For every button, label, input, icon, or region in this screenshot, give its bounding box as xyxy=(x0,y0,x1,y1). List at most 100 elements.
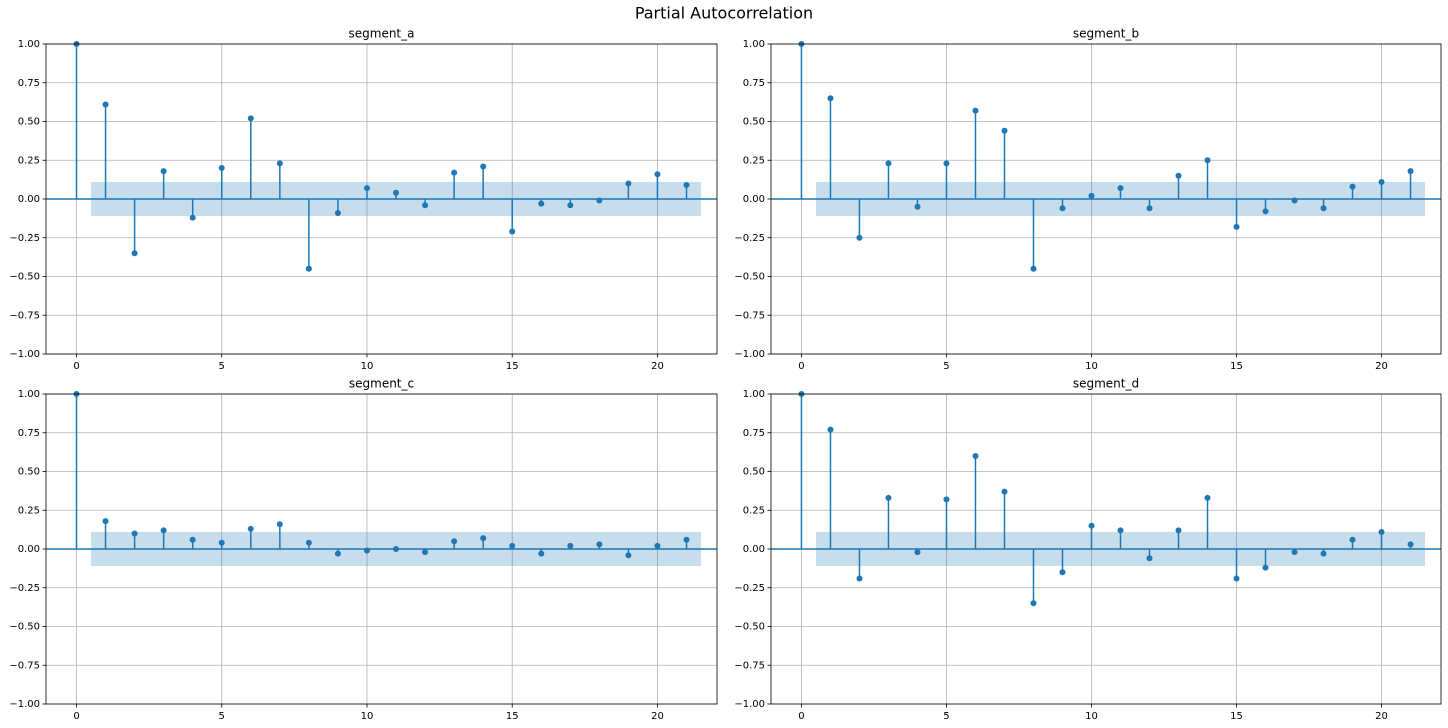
stem-marker xyxy=(1001,488,1008,495)
axes-frame xyxy=(45,393,718,705)
subplot-title: segment_b xyxy=(1073,27,1139,41)
stem-marker xyxy=(1175,172,1182,179)
x-tick-label: 10 xyxy=(361,361,374,372)
stem-marker xyxy=(943,496,950,503)
stem-marker xyxy=(363,185,370,192)
y-tick-label: −0.75 xyxy=(9,660,40,671)
subplot-title: segment_a xyxy=(349,27,415,41)
stem-marker xyxy=(1146,205,1153,212)
y-tick-label: 0.50 xyxy=(18,117,40,128)
stem-marker xyxy=(683,182,690,189)
stem-marker xyxy=(1407,168,1414,175)
subplot-title: segment_d xyxy=(1073,377,1139,391)
stem-marker xyxy=(1175,527,1182,534)
stem-marker xyxy=(1262,564,1269,571)
x-tick-label: 15 xyxy=(1230,361,1243,372)
stem-marker xyxy=(1088,522,1095,529)
stem-marker xyxy=(596,197,603,204)
stem-marker xyxy=(1320,205,1327,212)
y-tick-label: −1.00 xyxy=(734,349,765,360)
stem-marker xyxy=(683,536,690,543)
stem-marker xyxy=(422,202,429,209)
stem-marker xyxy=(654,542,661,549)
stem-marker xyxy=(102,518,109,525)
y-tick-label: 0.75 xyxy=(743,428,765,439)
stem-marker xyxy=(393,189,400,196)
stem-marker xyxy=(160,168,167,175)
y-tick-label: 0.25 xyxy=(743,505,765,516)
y-tick-label: −0.75 xyxy=(734,310,765,321)
stem-marker xyxy=(914,549,921,556)
stem-marker xyxy=(827,426,834,433)
stem-marker xyxy=(363,547,370,554)
stem-marker xyxy=(1059,569,1066,576)
stem-marker xyxy=(1407,541,1414,548)
y-tick-label: −1.00 xyxy=(9,349,40,360)
stem-marker xyxy=(1233,223,1240,230)
stem-marker xyxy=(856,575,863,582)
x-tick-label: 0 xyxy=(798,361,804,372)
stem-marker xyxy=(247,525,254,532)
stem-marker xyxy=(1320,550,1327,557)
axes-frame xyxy=(770,43,1442,355)
stem-marker xyxy=(160,527,167,534)
stem-marker xyxy=(1262,208,1269,215)
stem-marker xyxy=(972,453,979,459)
x-tick-label: 0 xyxy=(73,361,79,372)
stem-marker xyxy=(625,180,632,187)
y-tick-label: −0.75 xyxy=(9,310,40,321)
stem-marker xyxy=(1378,178,1385,185)
y-tick-label: −0.25 xyxy=(734,583,765,594)
x-tick-label: 15 xyxy=(506,711,519,722)
x-tick-label: 20 xyxy=(651,711,664,722)
stem-marker xyxy=(625,552,632,559)
stem-marker xyxy=(1117,185,1124,192)
stem-marker xyxy=(1117,527,1124,534)
stem-marker xyxy=(334,209,341,216)
stem-marker xyxy=(189,536,196,543)
stem-marker xyxy=(654,171,661,178)
stem-marker xyxy=(538,200,545,207)
stem-marker xyxy=(914,203,921,210)
stem-marker xyxy=(247,115,254,122)
stem-marker xyxy=(1349,183,1356,190)
stem-marker xyxy=(509,228,516,235)
stem-marker xyxy=(1233,575,1240,582)
x-tick-label: 20 xyxy=(651,361,664,372)
stem-marker xyxy=(1030,600,1037,607)
x-tick-label: 10 xyxy=(361,711,374,722)
stem-marker xyxy=(131,530,138,537)
stem-marker xyxy=(1291,549,1298,556)
stem-marker xyxy=(827,95,834,102)
x-tick-label: 15 xyxy=(1230,711,1243,722)
y-tick-label: −0.25 xyxy=(9,233,40,244)
stem-marker xyxy=(1030,265,1037,272)
stem-marker xyxy=(885,494,892,501)
stem-marker xyxy=(305,265,312,272)
y-tick-label: 0.00 xyxy=(18,194,40,205)
stem-marker xyxy=(131,250,138,257)
figure-title: Partial Autocorrelation xyxy=(635,4,813,23)
subplot-title: segment_c xyxy=(349,377,414,391)
y-tick-label: 1.00 xyxy=(743,389,765,400)
stem-marker xyxy=(1349,536,1356,543)
y-tick-label: −0.50 xyxy=(734,272,765,283)
axes-frame xyxy=(45,43,718,355)
x-tick-label: 15 xyxy=(506,361,519,372)
y-tick-label: 0.75 xyxy=(743,78,765,89)
y-tick-label: 0.75 xyxy=(18,78,40,89)
stem-marker xyxy=(1001,127,1008,134)
x-tick-label: 20 xyxy=(1375,711,1388,722)
x-tick-label: 5 xyxy=(943,361,949,372)
stem-marker xyxy=(1146,555,1153,562)
y-tick-label: 0.00 xyxy=(743,544,765,555)
stem-marker xyxy=(885,160,892,167)
stem-marker xyxy=(538,550,545,557)
stem-marker xyxy=(1204,494,1211,501)
stem-marker xyxy=(189,214,196,221)
stem-marker xyxy=(451,538,458,545)
stem-marker xyxy=(567,202,574,209)
y-tick-label: 0.00 xyxy=(18,544,40,555)
x-tick-label: 5 xyxy=(219,361,225,372)
